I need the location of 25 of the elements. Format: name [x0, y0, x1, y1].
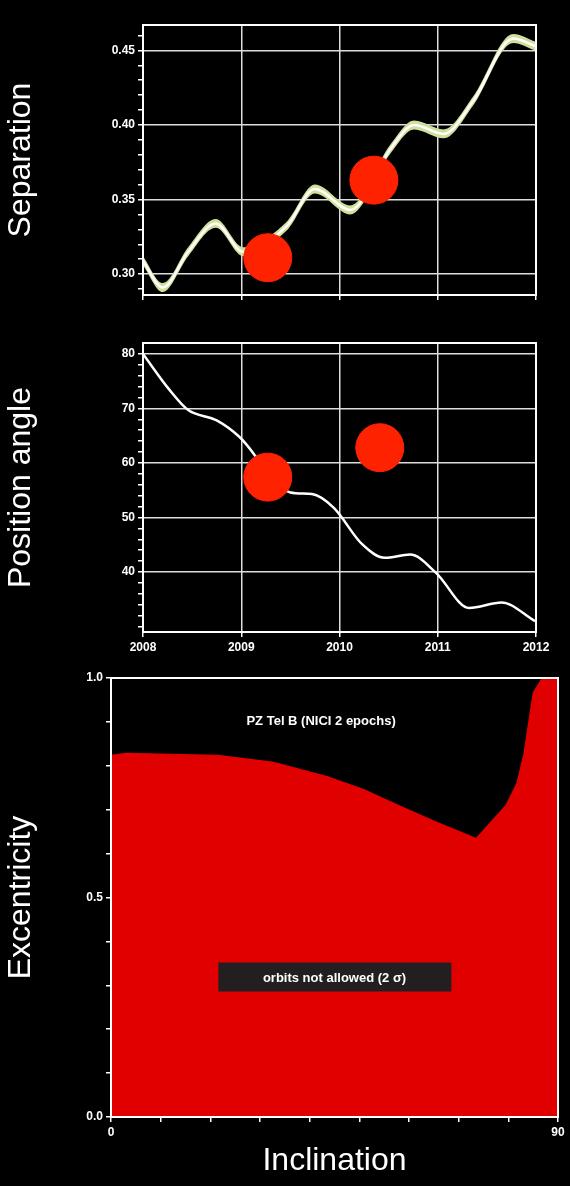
x-tick-label: 2012: [522, 639, 550, 654]
y-axis-title: Position angle: [1, 386, 38, 589]
y-axis-title: Separation: [1, 82, 38, 238]
y-tick-label: 0.30: [111, 266, 136, 281]
y-tick-label: 50: [121, 509, 136, 524]
label-box: orbits not allowed (2 σ): [217, 962, 452, 991]
x-tick-label: 2009: [227, 639, 255, 654]
x-axis-title: Inclination: [262, 1140, 407, 1177]
x-tick-label: 0: [107, 1124, 115, 1139]
y-tick-label: 40: [121, 564, 136, 579]
y-tick-label: 0.35: [111, 191, 136, 206]
y-tick-label: 0.0: [86, 1109, 104, 1124]
y-tick-label: 1.0: [86, 670, 104, 685]
y-tick-label: 60: [121, 455, 136, 470]
y-tick-label: 0.5: [86, 889, 104, 904]
y-tick-label: 70: [121, 400, 136, 415]
x-tick-label: 2008: [129, 639, 157, 654]
x-tick-label: 2011: [424, 639, 452, 654]
x-tick-label: 2010: [326, 639, 354, 654]
y-tick-label: 0.45: [111, 42, 136, 57]
y-axis-title: Excentricity: [1, 815, 38, 980]
text: PZ Tel B (NICI 2 epochs): [246, 713, 396, 729]
x-tick-label: 90: [551, 1124, 565, 1139]
y-tick-label: 80: [121, 346, 136, 361]
y-tick-label: 0.40: [111, 117, 136, 132]
